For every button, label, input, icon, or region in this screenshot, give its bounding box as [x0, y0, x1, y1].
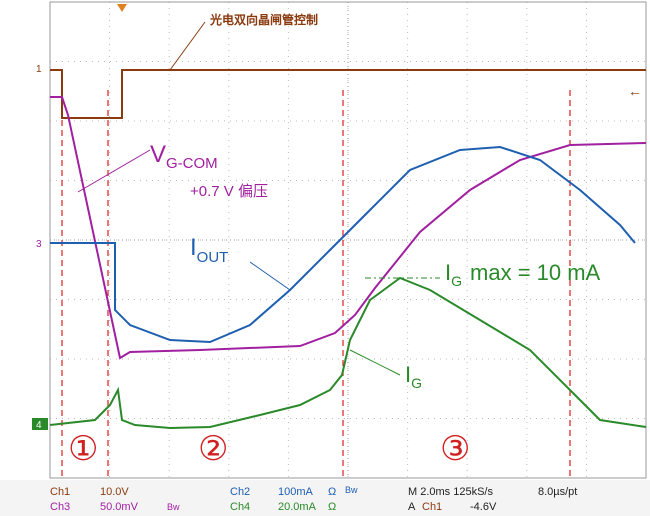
status-text: M 2.0ms 125kS/s [408, 486, 493, 498]
annotation: G [411, 375, 422, 391]
annotation: 光电双向晶闸管控制 [209, 12, 318, 27]
region-label: ③ [440, 430, 470, 468]
status-text: 50.0mV [100, 501, 139, 513]
frame [49, 1, 647, 479]
region-markers [61, 90, 571, 478]
channel-marker-bg [32, 418, 48, 430]
annotation: OUT [197, 249, 229, 266]
trigger-position [117, 4, 127, 12]
status-text: Ω [328, 501, 336, 513]
status-text: A [408, 501, 416, 513]
channel-marker: 4 [36, 420, 42, 431]
region-label: ② [198, 430, 228, 468]
leader [169, 21, 206, 71]
annotation: I [405, 362, 411, 387]
annotation: I [445, 260, 451, 285]
status-text: Ω [328, 486, 336, 498]
annotation: IG [405, 362, 422, 391]
leader [77, 149, 151, 193]
graticule [50, 2, 646, 478]
ch4-trace [49, 276, 647, 430]
status-text: Ch2 [230, 486, 250, 498]
status-text: Bw [167, 502, 180, 512]
status-text: Ch3 [50, 501, 70, 513]
status-text: Ch4 [230, 501, 250, 513]
status-text: 20.0mA [278, 501, 317, 513]
annotation: G-COM [166, 155, 218, 172]
status-text: 8.0µs/pt [538, 486, 577, 498]
status-text: Ch1 [50, 486, 70, 498]
annotation: G [451, 273, 462, 289]
region-label: ① [68, 430, 98, 468]
channel-marker: 3 [36, 239, 42, 250]
status-bar [0, 480, 650, 516]
annotation: max = 10 mA [470, 260, 601, 285]
ch2-trace [50, 145, 636, 344]
channel-marker: 1 [36, 64, 42, 75]
leader [349, 349, 401, 376]
status-text: 10.0V [100, 486, 129, 498]
status-text: -4.6V [470, 501, 497, 513]
status-text: Ch1 [422, 501, 442, 513]
annotation: VG-COM [150, 141, 218, 172]
status-text: 100mA [278, 486, 314, 498]
trigger-level-arrow: ← [628, 83, 642, 99]
annotation: V [150, 141, 166, 168]
annotation: +0.7 V 偏压 [190, 183, 268, 200]
annotation: IG max = 10 mA [445, 260, 601, 289]
leader [249, 261, 291, 291]
annotation: I [190, 234, 197, 261]
ch1-trace [50, 69, 646, 119]
annotation: IOUT [190, 234, 228, 266]
status-text: Bw [345, 485, 358, 495]
ch3-trace [50, 96, 647, 360]
